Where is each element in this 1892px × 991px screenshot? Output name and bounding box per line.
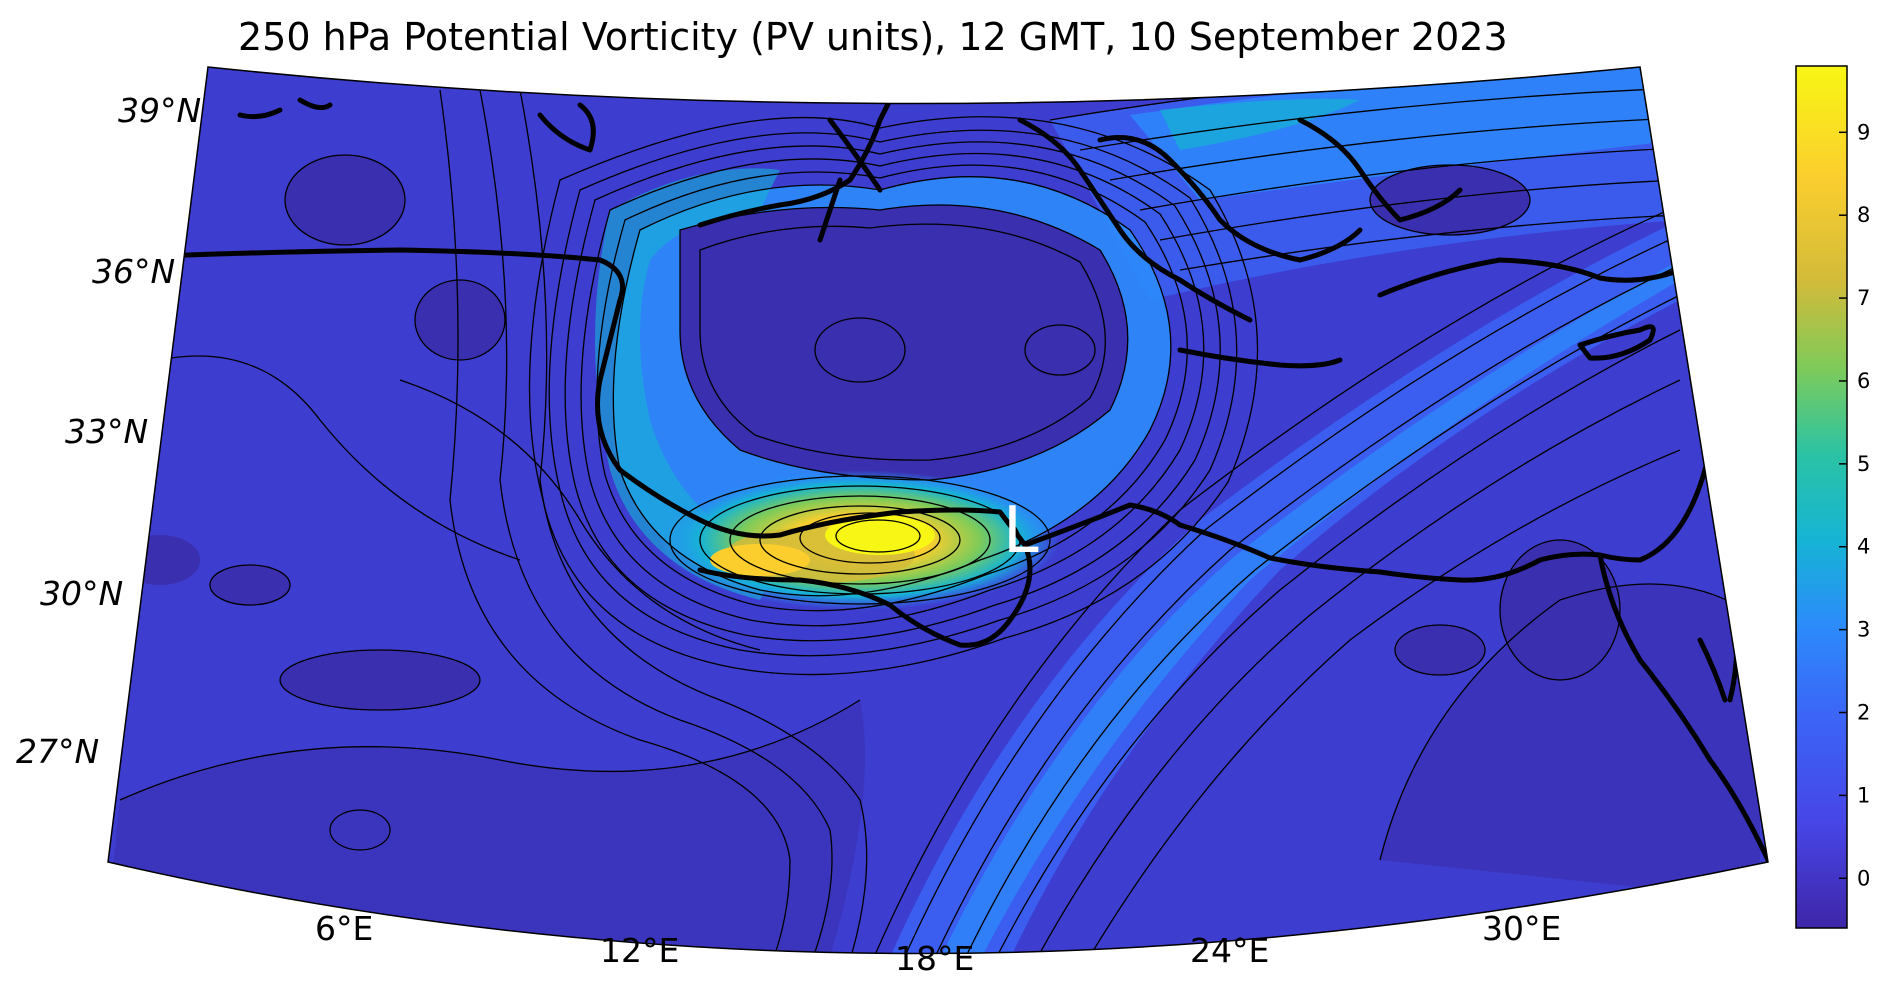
lon-label-6e: 6°E [315, 909, 373, 948]
map-panel [108, 67, 1768, 954]
colorbar-tick-label: 4 [1857, 535, 1870, 559]
lat-label-27n: 27°N [16, 732, 99, 771]
low-pv-patch [210, 565, 290, 605]
coastlines [108, 77, 1768, 863]
low-pv-patch [120, 535, 200, 585]
low-pv-patch [285, 155, 405, 245]
colorbar: 9 8 7 6 5 4 3 2 1 0 [1795, 65, 1870, 929]
lat-label-33n: 33°N [65, 412, 148, 451]
low-pv-region-southeast [1380, 584, 1760, 900]
lon-label-24e: 24°E [1190, 931, 1269, 970]
lat-label-39n: 39°N [118, 91, 201, 130]
longitude-labels: 6°E 12°E 18°E 24°E 30°E [315, 909, 1561, 978]
colorbar-tick-label: 6 [1857, 369, 1870, 393]
colorbar-tick-label: 5 [1857, 452, 1870, 476]
map-frame [107, 66, 1769, 955]
pv-band-northeast-max [1160, 98, 1360, 150]
colorbar-tick-label: 8 [1857, 203, 1870, 227]
colorbar-gradient [1795, 65, 1848, 929]
latitude-labels: 39°N 36°N 33°N 30°N 27°N [16, 91, 201, 771]
pv-contours [119, 67, 1761, 954]
colorbar-tick-label: 1 [1857, 783, 1870, 807]
low-pv-patch [1395, 625, 1485, 675]
colorbar-tick-label: 0 [1857, 866, 1870, 890]
colorbar-tick-label: 2 [1857, 701, 1870, 725]
colorbar-tick-label: 9 [1857, 120, 1870, 144]
figure-title: 250 hPa Potential Vorticity (PV units), … [238, 15, 1508, 59]
pv-maximum-west-lobe [710, 544, 810, 576]
pv-band-diagonal-core [930, 260, 1680, 954]
lon-label-30e: 30°E [1482, 909, 1561, 948]
lon-label-12e: 12°E [600, 931, 679, 970]
lat-label-30n: 30°N [40, 574, 123, 613]
low-pv-patch [280, 650, 480, 710]
low-pv-patch [415, 280, 505, 360]
colorbar-tick-label: 3 [1857, 618, 1870, 642]
lon-label-18e: 18°E [895, 939, 974, 978]
colorbar-ticks: 9 8 7 6 5 4 3 2 1 0 [1839, 120, 1870, 890]
colorbar-tick-label: 7 [1857, 286, 1870, 310]
low-pressure-marker: L [1003, 494, 1039, 568]
pv-trough-west-flank [595, 168, 780, 600]
lat-label-36n: 36°N [92, 252, 175, 291]
pv-band-northeast-core [1130, 67, 1680, 200]
low-pv-patch [1500, 540, 1620, 680]
